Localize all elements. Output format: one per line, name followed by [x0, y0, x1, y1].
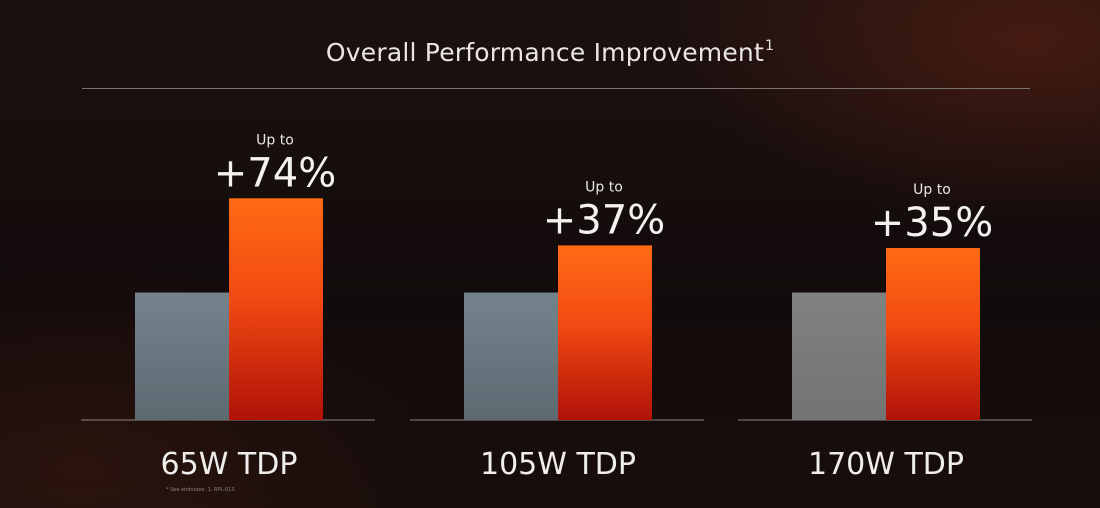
data-label-prefix: Up to: [585, 179, 623, 195]
data-label-value: +74%: [214, 150, 336, 196]
title-superscript: 1: [764, 38, 775, 54]
data-label-prefix: Up to: [256, 132, 294, 148]
data-label-prefix: Up to: [913, 182, 951, 198]
data-label-value: +37%: [543, 197, 665, 243]
data-label-value: +35%: [871, 200, 993, 246]
bar-baseline: [464, 292, 558, 420]
chart-title-text: Overall Performance Improvement: [325, 38, 764, 67]
bar-improved: [886, 247, 980, 420]
bar-baseline: [135, 292, 229, 420]
footnote: * See endnotes: 1. RPL-013.: [166, 487, 237, 493]
bar-baseline: [792, 292, 886, 420]
chart-title: Overall Performance Improvement1: [0, 38, 1100, 67]
title-divider: [82, 88, 1030, 89]
bar-improved: [229, 198, 323, 420]
category-label: 65W TDP: [161, 447, 298, 482]
bar-improved: [558, 245, 652, 420]
category-label: 170W TDP: [808, 447, 964, 482]
category-label: 105W TDP: [480, 447, 636, 482]
